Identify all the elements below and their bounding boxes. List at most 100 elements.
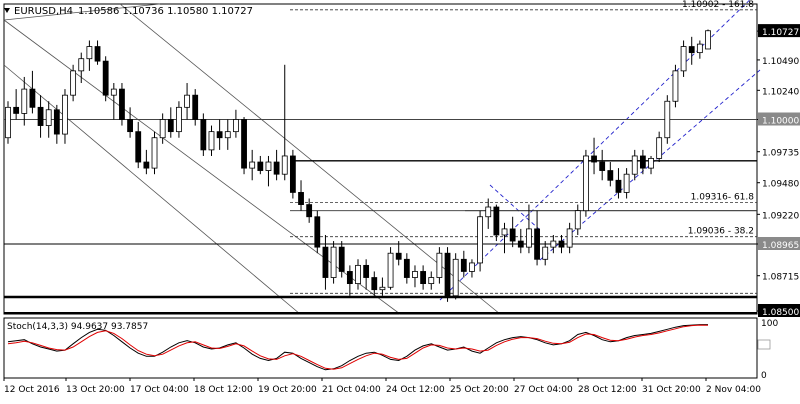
price-axis: 1.10727 1.10490 1.10240 1.10000 1.09735 1.094… [757, 24, 800, 318]
candle [705, 29, 711, 50]
bear-candle-body [289, 155, 296, 193]
price-tick-label: 1.09480 [762, 180, 799, 190]
candle [338, 241, 345, 278]
candle [363, 259, 370, 290]
bull-candle-body [224, 131, 231, 139]
candle [436, 247, 443, 284]
time-tick-label: 25 Oct 20:00 [450, 385, 509, 395]
trend-line [3, 64, 301, 315]
fib-label: 1.09036 - 38.2 [688, 227, 754, 237]
ohlc-label: 1.10586 1.10736 1.10580 1.10727 [78, 6, 253, 17]
time-tick-label: 27 Oct 04:00 [514, 385, 573, 395]
candle [534, 210, 540, 266]
candle [70, 64, 77, 102]
time-tick-label: 18 Oct 12:00 [194, 385, 253, 395]
candle [591, 137, 597, 175]
candle [444, 247, 451, 302]
fibonacci-levels: 1.10902 - 161.8 1.09316- 61.8 1.09036 - 38… [290, 0, 757, 294]
bull-candle-body [672, 70, 679, 102]
candle [501, 222, 508, 254]
bull-candle-body [184, 94, 190, 108]
candle [135, 121, 142, 169]
candle [21, 76, 28, 126]
symbol-label: EURUSD,H4 [14, 6, 73, 17]
stoch-panel-border [3, 317, 758, 379]
candle [62, 89, 68, 144]
candle [322, 234, 329, 290]
bear-candle-body [273, 161, 280, 175]
time-tick-label: 19 Oct 20:00 [258, 385, 317, 395]
bull-candle-body [623, 173, 630, 193]
bear-candle-body [517, 240, 524, 248]
candle [485, 198, 492, 229]
candle [403, 253, 410, 284]
time-tick-label: 2 Nov 04:00 [706, 385, 761, 395]
candle [477, 210, 483, 272]
candle [151, 131, 158, 175]
candle [143, 149, 150, 175]
candle [452, 253, 459, 300]
candle [224, 119, 231, 150]
bear-candle-body [688, 46, 695, 54]
candle [639, 149, 646, 175]
candle [696, 40, 703, 59]
price-tick-label: 1.10490 [762, 57, 799, 67]
bear-candle-body [241, 119, 247, 169]
stochastic-panel: Stoch(14,3,3) 94.9637 93.7857 100 0 [7, 319, 778, 381]
stoch-tick-label: 100 [761, 319, 778, 329]
bear-candle-body [493, 206, 500, 236]
stoch-label: Stoch(14,3,3) 94.9637 93.7857 [7, 322, 148, 332]
bear-candle-body [306, 204, 313, 218]
candle [216, 119, 223, 150]
bear-candle-body [338, 246, 345, 272]
bear-candle-body [395, 252, 402, 260]
bear-candle-body [558, 240, 565, 248]
price-tick-label: 1.10727 [762, 28, 799, 38]
bull-candle-body [526, 228, 532, 248]
bear-candle-body [346, 271, 353, 285]
candle [184, 83, 190, 120]
bear-candle-body [143, 161, 150, 169]
bear-candle-body [444, 252, 451, 297]
candle [648, 155, 654, 175]
candle [192, 89, 199, 126]
bull-candle-body [696, 43, 703, 54]
candle [78, 52, 85, 84]
stoch-scale-box [757, 339, 771, 350]
candle [387, 247, 394, 290]
candle [509, 216, 516, 248]
price-tick-label: 1.08965 [762, 241, 799, 251]
bull-candle-body [379, 286, 386, 291]
bear-candle-body [314, 216, 321, 248]
bull-candle-body [110, 88, 117, 96]
bear-candle-body [599, 161, 606, 171]
bear-candle-body [534, 228, 540, 260]
bear-candle-body [363, 264, 370, 278]
candlestick-series [5, 29, 711, 302]
candle [265, 155, 272, 187]
bull-candle-body [208, 131, 215, 151]
bear-candle-body [192, 94, 199, 120]
trend-line [3, 3, 161, 21]
candle [110, 83, 117, 120]
price-highlight-box [758, 304, 800, 317]
bull-candle-body [355, 264, 361, 285]
candle [281, 64, 288, 181]
candle [45, 101, 52, 138]
candle [469, 259, 475, 278]
candle [493, 204, 500, 242]
price-tick-label: 1.08715 [762, 273, 799, 283]
candle [550, 234, 557, 254]
bear-candle-body [29, 88, 36, 108]
bear-candle-body [167, 119, 174, 133]
bull-candle-body [176, 106, 182, 133]
candle [371, 271, 378, 296]
price-tick-label: 1.08500 [762, 308, 799, 318]
price-tick-label: 1.09735 [762, 149, 799, 159]
bear-candle-body [403, 258, 410, 278]
bear-candle-body [102, 60, 109, 96]
candle [355, 259, 361, 290]
time-tick-label: 31 Oct 20:00 [642, 385, 701, 395]
candle [574, 204, 581, 235]
